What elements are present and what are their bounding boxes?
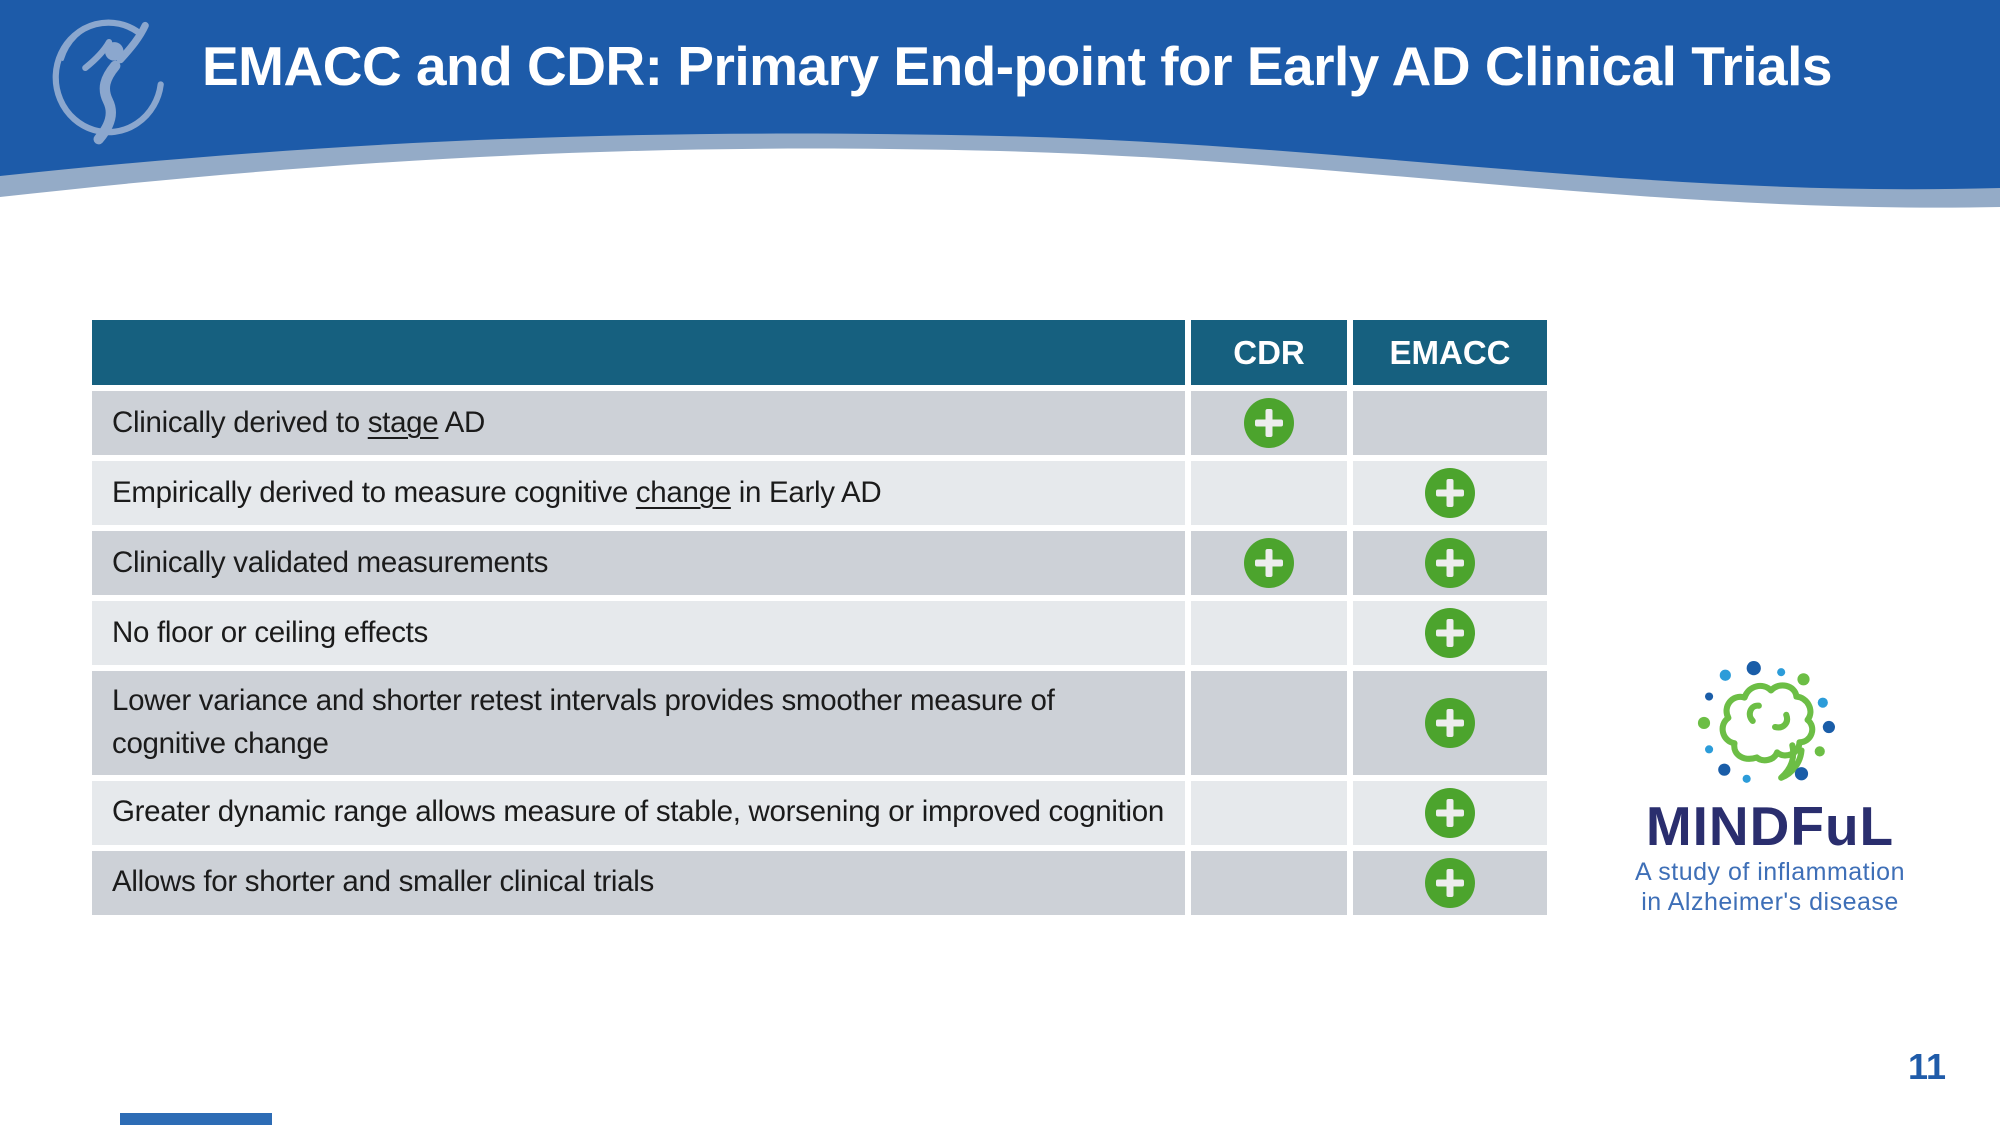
- mindful-logo: MINDFuL A study of inflammation in Alzhe…: [1612, 660, 1928, 917]
- plus-icon: [1244, 538, 1294, 588]
- header-emacc-cell: EMACC: [1353, 320, 1547, 385]
- plus-icon: [1425, 538, 1475, 588]
- emacc-value-cell: [1353, 850, 1547, 915]
- table-row: Empirically derived to measure cognitive…: [92, 461, 1547, 525]
- mindful-tagline-line1: A study of inflammation: [1635, 858, 1905, 886]
- footer-accent-bar: [120, 1113, 272, 1125]
- mindful-brand-text: MINDFuL: [1645, 795, 1895, 857]
- cdr-value-cell: [1191, 850, 1347, 915]
- plus-icon: [1425, 468, 1475, 518]
- row-label: Clinically validated measurements: [92, 531, 1185, 595]
- plus-icon: [1425, 787, 1475, 838]
- cdr-value-cell: [1191, 391, 1347, 455]
- page-title: EMACC and CDR: Primary End-point for Ear…: [202, 35, 1832, 97]
- row-label: Greater dynamic range allows measure of …: [92, 780, 1185, 845]
- table-row: Greater dynamic range allows measure of …: [92, 780, 1547, 845]
- emacc-value-cell: [1353, 391, 1547, 455]
- row-label: Lower variance and shorter retest interv…: [92, 671, 1185, 775]
- plus-icon: [1425, 697, 1475, 748]
- plus-icon: [1244, 398, 1294, 448]
- underlined-word: stage: [367, 405, 439, 439]
- cdr-value-cell: [1191, 601, 1347, 665]
- emacc-value-cell: [1353, 671, 1547, 775]
- mindful-tagline-line2: in Alzheimer's disease: [1641, 887, 1899, 916]
- table-row: Clinically validated measurements: [92, 531, 1547, 595]
- row-label: No floor or ceiling effects: [92, 601, 1185, 665]
- header-feature-cell: [92, 320, 1185, 385]
- row-label: Empirically derived to measure cognitive…: [92, 461, 1185, 525]
- brain-icon: [1697, 661, 1835, 783]
- plus-icon: [1425, 608, 1475, 658]
- plus-icon: [1425, 857, 1475, 908]
- cdr-value-cell: [1191, 671, 1347, 775]
- table-header-row: CDR EMACC: [92, 320, 1547, 385]
- table-row: Lower variance and shorter retest interv…: [92, 671, 1547, 775]
- cdr-value-cell: [1191, 780, 1347, 845]
- table-row: Allows for shorter and smaller clinical …: [92, 850, 1547, 915]
- page-number: 11: [1907, 1046, 1946, 1087]
- comparison-table: CDR EMACC Clinically derived to stage AD…: [92, 320, 1547, 915]
- table-row: Clinically derived to stage AD: [92, 391, 1547, 455]
- emacc-value-cell: [1353, 531, 1547, 595]
- banner-wave-dark: [0, 0, 2000, 190]
- row-label: Allows for shorter and smaller clinical …: [92, 850, 1185, 915]
- emacc-value-cell: [1353, 461, 1547, 525]
- emacc-value-cell: [1353, 601, 1547, 665]
- underlined-word: change: [635, 475, 731, 509]
- header-banner: [0, 0, 2000, 208]
- cdr-value-cell: [1191, 461, 1347, 525]
- header-cdr-cell: CDR: [1191, 320, 1347, 385]
- organization-logo-icon: [52, 19, 164, 145]
- row-label: Clinically derived to stage AD: [92, 391, 1185, 455]
- cdr-value-cell: [1191, 531, 1347, 595]
- table-row: No floor or ceiling effects: [92, 601, 1547, 665]
- emacc-value-cell: [1353, 780, 1547, 845]
